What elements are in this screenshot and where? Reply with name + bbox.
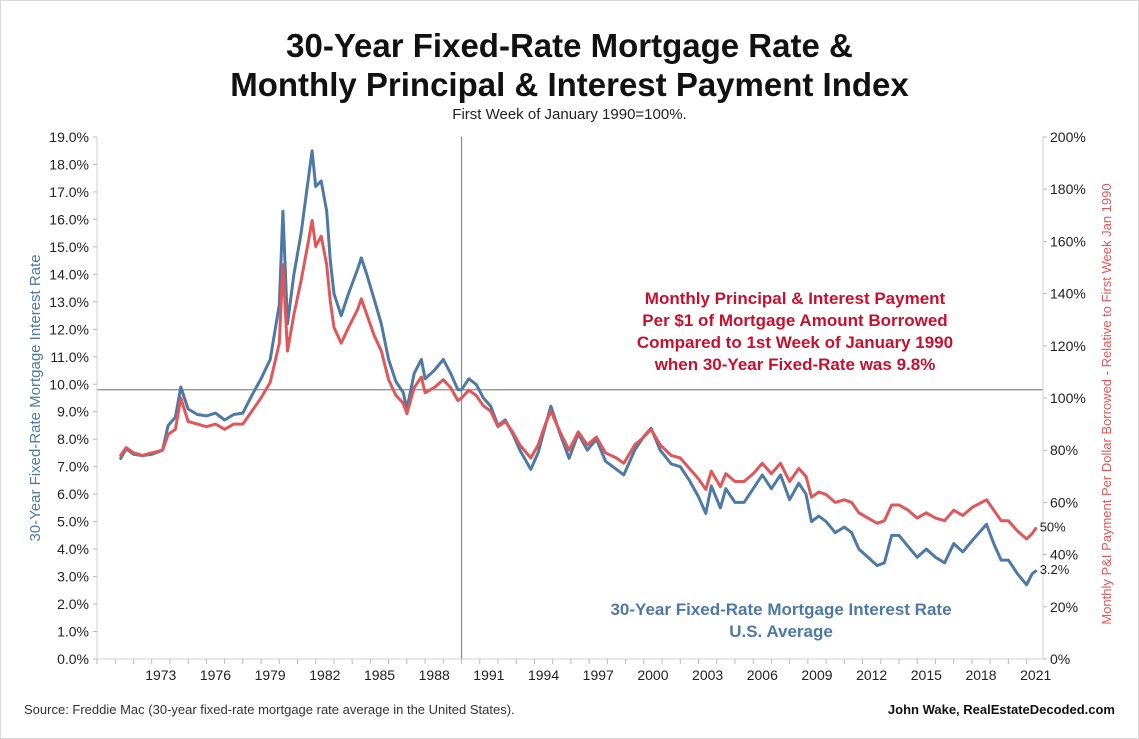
x-tick-label: 1982 <box>309 667 340 683</box>
y-right-tick-label: 100% <box>1050 390 1086 406</box>
y-right-tick-label: 40% <box>1050 547 1078 563</box>
payment-annotation-line: when 30-Year Fixed-Rate was 9.8% <box>654 355 936 374</box>
y-left-tick-label: 4.0% <box>57 541 89 557</box>
y-left-tick-label: 7.0% <box>57 459 89 475</box>
x-tick-label: 2009 <box>801 667 832 683</box>
y-right-tick-label: 120% <box>1050 338 1086 354</box>
x-tick-label: 1985 <box>364 667 395 683</box>
y-left-tick-label: 2.0% <box>57 596 89 612</box>
y-left-tick-label: 17.0% <box>49 184 89 200</box>
x-tick-label: 2018 <box>965 667 996 683</box>
y-left-tick-label: 14.0% <box>49 266 89 282</box>
y-right-tick-label: 60% <box>1050 494 1078 510</box>
grid-layer <box>97 137 1043 659</box>
x-tick-label: 1994 <box>528 667 559 683</box>
y-left-tick-label: 3.0% <box>57 569 89 585</box>
y-right-tick-label: 140% <box>1050 286 1086 302</box>
y-left-tick-label: 13.0% <box>49 294 89 310</box>
y-left-tick-label: 6.0% <box>57 486 89 502</box>
end-label-payment: 50% <box>1040 520 1066 535</box>
payment-annotation-line: Monthly Principal & Interest Payment <box>645 289 946 308</box>
y-left-tick-label: 19.0% <box>49 129 89 145</box>
rate-annotation-line: 30-Year Fixed-Rate Mortgage Interest Rat… <box>610 600 951 619</box>
y-left-tick-label: 11.0% <box>50 349 89 365</box>
y-right-tick-label: 160% <box>1050 233 1086 249</box>
y-right-tick-label: 200% <box>1050 129 1086 145</box>
y-left-tick-label: 10.0% <box>49 376 89 392</box>
y-right-tick-label: 0% <box>1050 651 1070 667</box>
series-layer <box>119 149 1038 587</box>
y-left-tick-label: 18.0% <box>49 156 89 172</box>
x-tick-label: 1976 <box>200 667 231 683</box>
y-left-tick-label: 1.0% <box>57 624 89 640</box>
y-left-tick-label: 8.0% <box>57 431 89 447</box>
x-tick-label: 1991 <box>473 667 504 683</box>
y-left-axis-title: 30-Year Fixed-Rate Mortgage Interest Rat… <box>27 254 44 541</box>
x-tick-label: 1979 <box>255 667 286 683</box>
series-line-rate <box>119 149 1038 587</box>
x-tick-label: 1988 <box>419 667 450 683</box>
x-tick-label: 2012 <box>856 667 887 683</box>
x-tick-label: 2015 <box>911 667 942 683</box>
x-tick-label: 1973 <box>145 667 176 683</box>
y-left-tick-label: 15.0% <box>49 239 89 255</box>
series-line-payment <box>119 219 1038 541</box>
x-tick-label: 2021 <box>1020 667 1051 683</box>
rate-annotation-line: U.S. Average <box>729 622 833 641</box>
payment-annotation-line: Per $1 of Mortgage Amount Borrowed <box>642 311 947 330</box>
y-left-tick-label: 9.0% <box>57 404 89 420</box>
source-note: Source: Freddie Mac (30-year fixed-rate … <box>24 702 515 717</box>
end-label-rate: 3.2% <box>1040 562 1070 577</box>
author-credit: John Wake, RealEstateDecoded.com <box>887 702 1115 717</box>
x-tick-label: 2000 <box>637 667 668 683</box>
y-left-tick-label: 16.0% <box>49 211 89 227</box>
y-left-tick-label: 12.0% <box>49 321 89 337</box>
payment-annotation-line: Compared to 1st Week of January 1990 <box>637 333 953 352</box>
y-left-tick-label: 0.0% <box>57 651 89 667</box>
y-right-tick-label: 180% <box>1050 181 1086 197</box>
axis-layer: 0.0% 1.0% 2.0% 3.0% 4.0% 5.0% 6.0% 7.0% 8.0% 9.0%… <box>27 129 1114 683</box>
y-right-tick-label: 20% <box>1050 599 1078 615</box>
y-right-axis-title: Monthly P&I Payment Per Dollar Borrowed … <box>1099 183 1114 624</box>
y-right-tick-label: 80% <box>1050 442 1078 458</box>
x-tick-label: 2006 <box>747 667 778 683</box>
x-tick-label: 1997 <box>583 667 614 683</box>
chart-title-line-2: Monthly Principal & Interest Payment Ind… <box>230 66 909 103</box>
label-layer: Monthly Principal & Interest Payment Per … <box>610 289 1069 641</box>
y-left-tick-label: 5.0% <box>57 514 89 530</box>
chart-subtitle: First Week of January 1990=100%. <box>452 106 687 123</box>
x-tick-label: 2003 <box>692 667 723 683</box>
chart-title-line-1: 30-Year Fixed-Rate Mortgage Rate & <box>286 27 853 64</box>
